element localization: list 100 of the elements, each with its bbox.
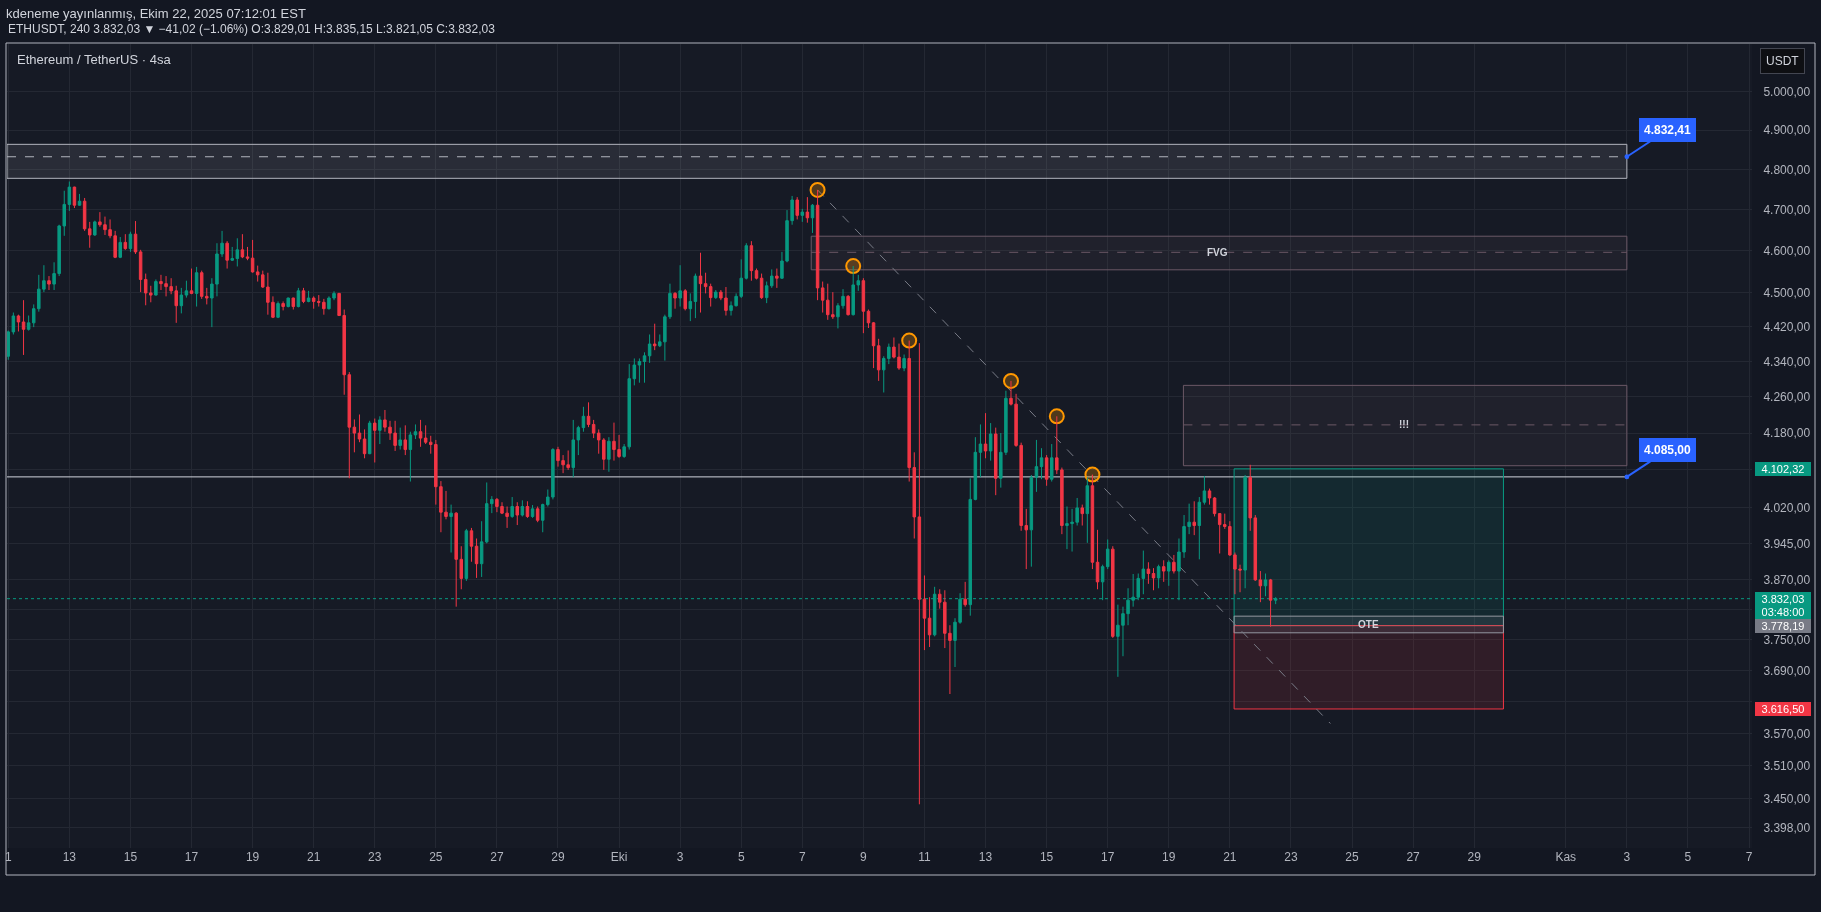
data-label: 4.085,00 [1644,443,1692,457]
x-tick-label: 5 [737,850,745,864]
candlestick [276,300,280,319]
candlestick [1095,529,1100,590]
candlestick [1029,474,1034,568]
candlestick [876,338,881,382]
y-tick-label: 4.700,00 [1763,202,1811,217]
chart-subtitle: ETHUSDT, 240 3.832,03 ▼ −41,02 (−1.06%) O:3.829,01 H:3.835,15 L:3.821,05 C:3.832,03 [8,22,496,36]
candlestick [708,283,713,308]
candlestick [413,423,418,440]
candlestick [1039,447,1044,480]
x-tick-label: 7 [1745,850,1753,864]
y-tick-label: 4.020,00 [1763,500,1811,515]
candlestick [291,297,296,311]
candlestick [306,290,311,302]
x-tick-label: 17 [1101,850,1115,864]
candlestick [871,321,876,369]
y-tick-label: 4.800,00 [1763,162,1811,177]
y-tick-label: 4.180,00 [1763,426,1811,441]
x-tick-label: 13 [978,850,993,864]
y-tick-label: 3.510,00 [1763,759,1811,774]
candlestick [978,423,983,478]
candlestick [1034,439,1039,493]
candlestick [586,401,591,428]
candlestick [1080,504,1084,527]
point [845,258,862,275]
candlestick [245,246,250,261]
x-tick-label: 9 [860,850,868,864]
x-tick-label: 27 [1406,850,1421,864]
candlestick [1197,496,1202,560]
x-tick-label: 3 [676,850,684,864]
point [1048,408,1065,425]
candlestick [1258,570,1263,603]
x-tick-label: 23 [368,850,382,864]
x-tick-label: 29 [551,850,565,864]
y-tick-label: 3.450,00 [1763,791,1811,806]
candlestick [530,504,535,519]
candlestick [815,189,820,301]
candlestick [1172,554,1176,574]
candlestick [922,574,927,651]
y-tick-label: 5.000,00 [1763,84,1811,99]
candlestick [963,581,967,608]
y-tick-label: 4.500,00 [1763,285,1811,300]
candlestick [301,287,306,304]
y-tick-label: 3.570,00 [1763,726,1811,741]
y-tick-label: 3.750,00 [1763,633,1811,648]
candlestick [927,596,932,648]
candlestick [1161,559,1166,583]
x-tick-label: 11 [918,850,932,864]
candlestick [398,427,402,451]
candlestick [21,299,26,356]
candlestick [357,413,362,443]
x-tick-label: 25 [429,850,443,864]
x-tick-label: 21 [306,850,321,864]
x-tick-label: 27 [490,850,504,864]
candlestick [810,203,815,234]
x-tick-label: 15 [123,850,138,864]
y-tick-label: 4.102,32 [1761,463,1805,475]
candlestick [1192,500,1196,536]
candlestick [1263,573,1268,597]
data-label: 4.832,41 [1644,123,1692,137]
y-tick-label: 4.900,00 [1763,123,1811,138]
x-tick-label: 15 [1039,850,1054,864]
candlestick [637,357,642,384]
candlestick [225,240,229,270]
annotation: !!! [1399,419,1409,430]
y-tick-label: 3.870,00 [1763,573,1811,588]
candlestick [642,351,647,384]
candlestick [693,273,698,319]
candlestick [184,280,189,299]
candlestick [1146,561,1151,585]
x-tick-label: 3 [1623,850,1631,864]
x-tick-label: 21 [1223,850,1237,864]
x-tick-label: 25 [1345,850,1360,864]
candlestick [408,431,413,483]
candlestick [805,196,810,224]
candlestick [250,239,255,274]
candlestick [189,268,194,295]
candlestick [683,288,687,311]
y-tick-label: 3.690,00 [1763,663,1811,678]
candlestick [286,297,290,308]
x-tick-label: 19 [1162,850,1176,864]
x-tick-label: 1 [4,850,12,864]
candlestick [179,287,184,314]
candlestick [469,527,474,563]
candlestick [118,236,122,259]
candlestick [194,266,199,308]
candlestick [1049,443,1054,483]
candlestick [93,220,97,237]
y-tick-label: 3.945,00 [1763,536,1811,551]
candlestick [281,300,285,311]
x-tick-label: Kas [1555,850,1577,864]
candlestick [464,528,469,582]
x-tick-label: 19 [245,850,260,864]
candlestick [581,406,586,433]
candlestick [673,291,677,310]
candlestick [1111,545,1115,639]
x-tick-label: 13 [62,850,77,864]
candlestick [403,424,408,456]
candlestick [362,428,367,459]
